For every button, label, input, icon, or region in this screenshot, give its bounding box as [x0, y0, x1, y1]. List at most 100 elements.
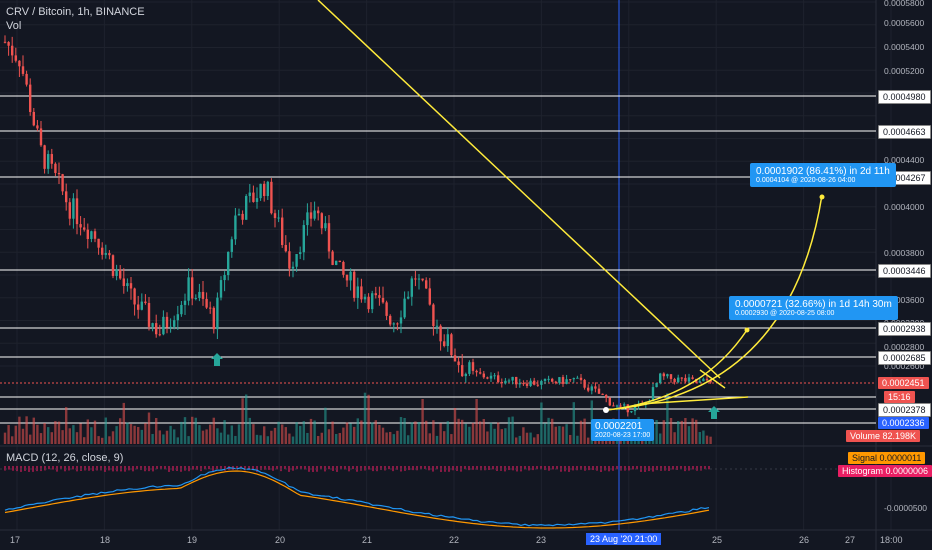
candle-body — [137, 304, 140, 310]
candle-body — [126, 283, 129, 287]
signal-line — [4, 470, 710, 529]
volume-bar — [561, 426, 565, 444]
macd-histogram-bar — [116, 466, 118, 472]
target-1-callout[interactable]: 0.0000721 (32.66%) in 1d 14h 30m 0.00029… — [729, 296, 898, 320]
candle-body — [273, 213, 277, 219]
volume-bar — [158, 430, 161, 444]
macd-histogram-bar — [24, 466, 26, 471]
volume-bar — [140, 429, 143, 444]
volume-bar — [165, 430, 169, 444]
volume-bar — [381, 427, 385, 444]
volume-bar — [327, 429, 331, 444]
signal-value-tag: Signal 0.0000011 — [848, 452, 926, 464]
macd-histogram-bar — [112, 466, 114, 472]
volume-bar — [144, 423, 147, 444]
volume-bar — [50, 432, 53, 444]
buy-arrow-2 — [708, 406, 720, 419]
candle-body — [522, 383, 525, 385]
macd-histogram-bar — [668, 466, 670, 471]
macd-histogram-bar — [184, 466, 186, 471]
macd-histogram-bar — [428, 466, 430, 471]
volume-bar — [126, 422, 129, 444]
candle-body — [331, 251, 334, 265]
volume-bar — [522, 427, 525, 444]
x-label-22: 22 — [449, 535, 460, 545]
symbol-title[interactable]: CRV / Bitcoin, 1h, BINANCE — [6, 6, 145, 18]
candle-body — [680, 377, 683, 379]
candle-body — [169, 326, 172, 328]
macd-histogram-bar — [612, 466, 614, 471]
candle-body — [507, 380, 511, 382]
volume-bar — [662, 420, 665, 444]
volume-bar — [338, 433, 341, 444]
target-2-marker — [819, 194, 825, 200]
candle-body — [219, 280, 223, 298]
macd-histogram-bar — [196, 466, 198, 470]
macd-histogram-bar — [556, 466, 558, 470]
candle-body — [183, 300, 187, 305]
candle-body — [497, 375, 500, 383]
candle-body — [158, 334, 161, 336]
projection-curve-2 — [605, 194, 823, 411]
volume-bar — [392, 434, 395, 444]
candle-body — [25, 73, 28, 85]
macd-histogram-bar — [340, 466, 342, 470]
volume-indicator-label[interactable]: Vol — [6, 20, 22, 32]
candle-body — [446, 334, 449, 346]
level-tag-4980: 0.0004980 — [878, 90, 931, 104]
volume-bar — [295, 422, 298, 444]
candle-body — [381, 297, 385, 303]
candle-body — [133, 288, 136, 305]
downtrend-line — [317, 0, 721, 379]
macd-histogram-bar — [252, 466, 254, 470]
macd-histogram-bar — [92, 466, 94, 472]
candle-body — [122, 278, 125, 287]
volume-bar — [345, 422, 349, 444]
macd-histogram-bar — [496, 466, 498, 471]
candle-body — [702, 378, 705, 382]
macd-histogram-bar — [664, 466, 666, 471]
low-price-date: 2020-08-23 17:00 — [595, 432, 651, 439]
low-price-callout[interactable]: 0.0002201 2020-08-23 17:00 — [591, 419, 655, 441]
macd-histogram-bar — [16, 466, 18, 472]
volume-bar — [36, 424, 39, 444]
candle-body — [511, 376, 514, 381]
macd-histogram-bar — [312, 466, 314, 472]
volume-bar — [248, 417, 251, 444]
macd-indicator-label[interactable]: MACD (12, 26, close, 9) — [6, 452, 124, 464]
volume-bar — [277, 421, 280, 444]
volume-bar — [543, 423, 547, 444]
candle-body — [579, 377, 583, 380]
target-2-callout[interactable]: 0.0001902 (86.41%) in 2d 11h 0.0004104 @… — [750, 163, 896, 187]
histogram-value-tag: Histogram 0.0000006 — [838, 465, 932, 477]
candle-body — [353, 271, 356, 298]
candle-body — [482, 373, 485, 378]
macd-histogram-bar — [56, 466, 58, 472]
target-2-price-date: 0.0004104 @ 2020-08-26 04:00 — [756, 177, 856, 184]
volume-bar — [227, 434, 230, 444]
macd-histogram-bar — [372, 466, 374, 472]
volume-bar — [425, 420, 428, 444]
candle-body — [32, 111, 35, 126]
low-point-marker — [603, 407, 609, 413]
level-tag-2336: 0.0002336 — [878, 417, 929, 429]
macd-histogram-bar — [632, 466, 634, 470]
macd-histogram-bar — [140, 466, 142, 471]
candle-body — [687, 377, 691, 382]
candle-body — [450, 334, 453, 356]
volume-bar — [263, 426, 266, 444]
macd-histogram-bar — [624, 466, 626, 471]
volume-bar — [198, 425, 201, 444]
volume-bar — [511, 416, 514, 444]
target-2-change: 0.0001902 (86.41%) in 2d 11h — [756, 166, 890, 177]
volume-bar — [18, 416, 21, 444]
candle-body — [284, 245, 287, 252]
macd-histogram-bar — [52, 466, 54, 470]
macd-histogram-bar — [96, 466, 98, 471]
volume-bar — [104, 417, 107, 444]
macd-histogram-bar — [388, 466, 390, 470]
candle-body — [155, 323, 158, 335]
macd-histogram-bar — [676, 466, 678, 470]
candle-body — [108, 253, 111, 256]
